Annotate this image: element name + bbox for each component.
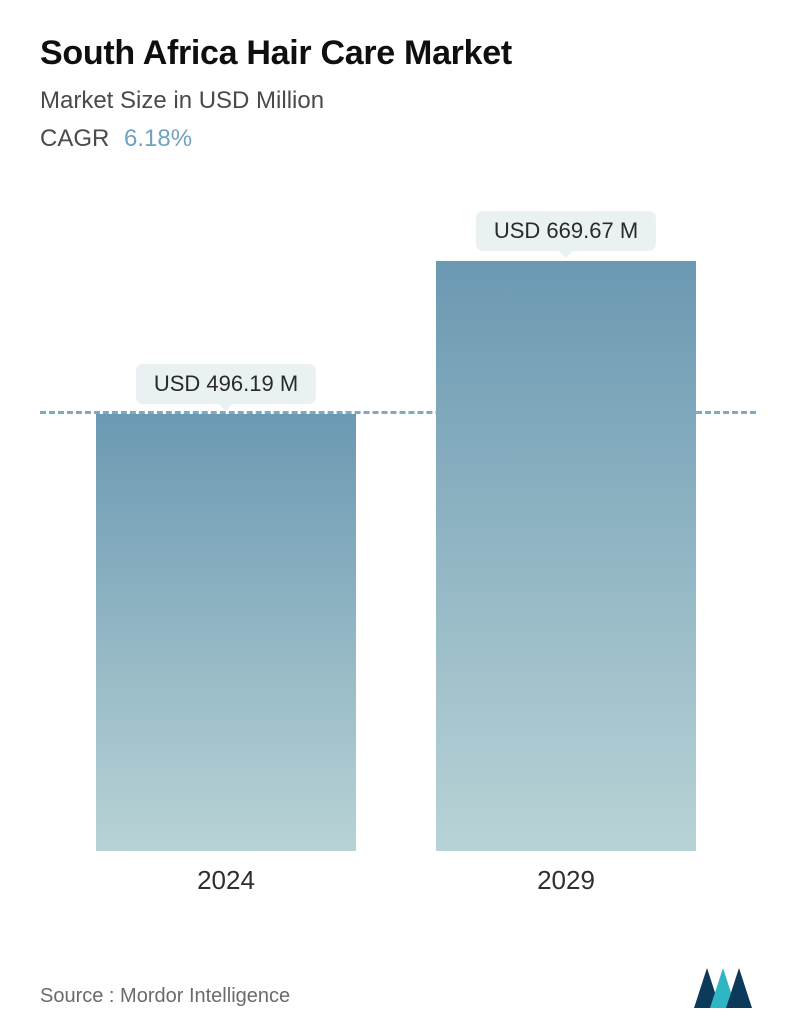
x-label-2024: 2024 [197, 865, 255, 896]
bar-2029 [436, 261, 696, 851]
chart-title: South Africa Hair Care Market [40, 34, 756, 73]
cagr-value: 6.18% [124, 125, 192, 152]
value-label-2024: USD 496.19 M [136, 364, 316, 404]
chart-container: USD 496.19 M USD 669.67 M 2024 2029 [40, 191, 756, 911]
source-text: Source : Mordor Intelligence [40, 985, 290, 1008]
cagr-line: CAGR 6.18% [40, 125, 756, 153]
bar-2024 [96, 414, 356, 851]
cagr-label: CAGR [40, 125, 109, 152]
x-label-2029: 2029 [537, 865, 595, 896]
value-label-2029: USD 669.67 M [476, 211, 656, 251]
brand-logo-icon [694, 968, 756, 1008]
x-axis: 2024 2029 [40, 851, 756, 901]
chart-subtitle: Market Size in USD Million [40, 87, 756, 115]
plot-area: USD 496.19 M USD 669.67 M [40, 191, 756, 851]
footer: Source : Mordor Intelligence [40, 968, 756, 1008]
